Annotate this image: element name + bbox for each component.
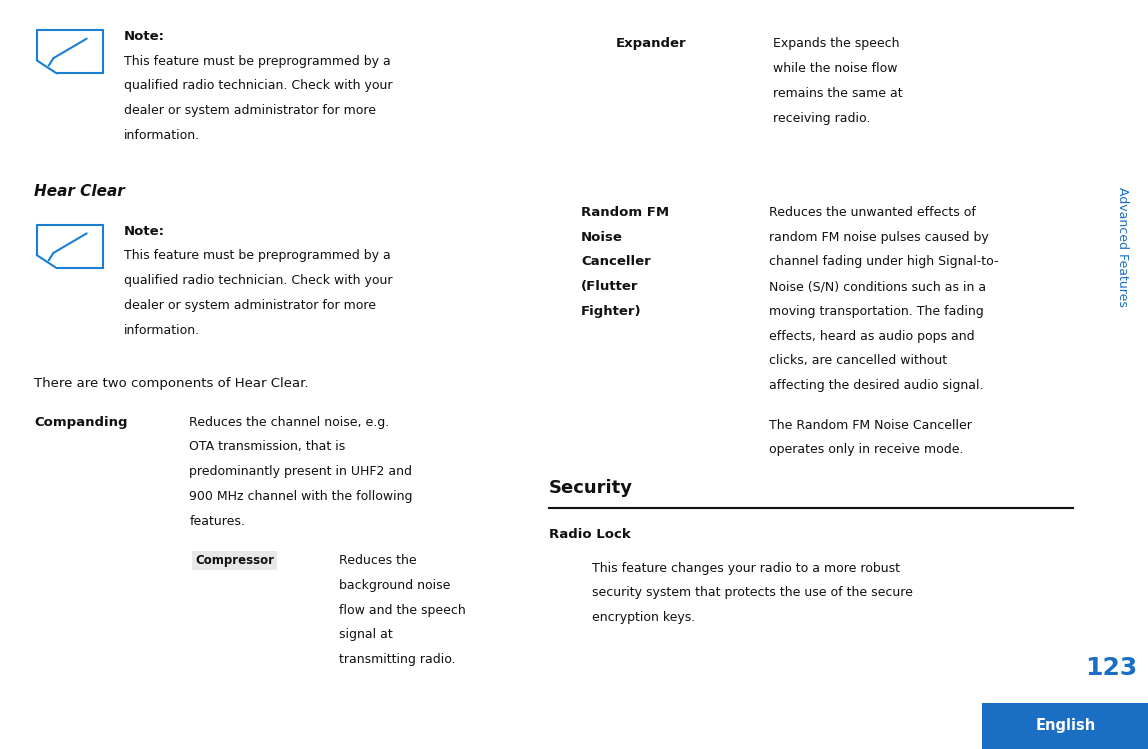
Text: random FM noise pulses caused by: random FM noise pulses caused by bbox=[769, 231, 988, 243]
Text: while the noise flow: while the noise flow bbox=[773, 62, 897, 75]
Text: flow and the speech: flow and the speech bbox=[339, 604, 465, 616]
Text: receiving radio.: receiving radio. bbox=[773, 112, 870, 124]
Text: The Random FM Noise Canceller: The Random FM Noise Canceller bbox=[769, 419, 972, 431]
Text: Expander: Expander bbox=[615, 37, 687, 50]
Text: Advanced Features: Advanced Features bbox=[1116, 187, 1130, 307]
Text: affecting the desired audio signal.: affecting the desired audio signal. bbox=[769, 379, 984, 392]
Text: predominantly present in UHF2 and: predominantly present in UHF2 and bbox=[189, 465, 412, 478]
Text: dealer or system administrator for more: dealer or system administrator for more bbox=[124, 104, 377, 117]
Text: Companding: Companding bbox=[34, 416, 127, 428]
Text: Radio Lock: Radio Lock bbox=[549, 528, 630, 541]
Text: security system that protects the use of the secure: security system that protects the use of… bbox=[592, 586, 914, 599]
Text: OTA transmission, that is: OTA transmission, that is bbox=[189, 440, 346, 453]
Text: Fighter): Fighter) bbox=[581, 305, 642, 318]
Text: This feature must be preprogrammed by a: This feature must be preprogrammed by a bbox=[124, 55, 390, 67]
Text: Reduces the channel noise, e.g.: Reduces the channel noise, e.g. bbox=[189, 416, 389, 428]
Bar bbox=[982, 703, 1148, 749]
Text: qualified radio technician. Check with your: qualified radio technician. Check with y… bbox=[124, 79, 393, 92]
Text: Note:: Note: bbox=[124, 30, 165, 43]
Text: 123: 123 bbox=[1085, 656, 1138, 680]
Text: Expands the speech: Expands the speech bbox=[773, 37, 899, 50]
Text: This feature must be preprogrammed by a: This feature must be preprogrammed by a bbox=[124, 249, 390, 262]
Text: clicks, are cancelled without: clicks, are cancelled without bbox=[769, 354, 947, 367]
Text: qualified radio technician. Check with your: qualified radio technician. Check with y… bbox=[124, 274, 393, 287]
Text: English: English bbox=[1035, 718, 1095, 733]
Text: (Flutter: (Flutter bbox=[581, 280, 638, 293]
Text: information.: information. bbox=[124, 129, 200, 142]
Text: encryption keys.: encryption keys. bbox=[592, 611, 696, 624]
Text: moving transportation. The fading: moving transportation. The fading bbox=[769, 305, 984, 318]
Text: Compressor: Compressor bbox=[195, 554, 274, 567]
Text: Noise (S/N) conditions such as in a: Noise (S/N) conditions such as in a bbox=[769, 280, 986, 293]
Text: There are two components of Hear Clear.: There are two components of Hear Clear. bbox=[34, 377, 309, 389]
Text: Canceller: Canceller bbox=[581, 255, 651, 268]
Text: background noise: background noise bbox=[339, 579, 450, 592]
Text: Security: Security bbox=[549, 479, 633, 497]
Text: information.: information. bbox=[124, 324, 200, 336]
Text: operates only in receive mode.: operates only in receive mode. bbox=[769, 443, 963, 456]
Text: dealer or system administrator for more: dealer or system administrator for more bbox=[124, 299, 377, 312]
Text: Random FM: Random FM bbox=[581, 206, 669, 219]
Text: channel fading under high Signal-to-: channel fading under high Signal-to- bbox=[769, 255, 999, 268]
Text: signal at: signal at bbox=[339, 628, 393, 641]
Text: remains the same at: remains the same at bbox=[773, 87, 902, 100]
Text: Noise: Noise bbox=[581, 231, 622, 243]
Text: Reduces the unwanted effects of: Reduces the unwanted effects of bbox=[769, 206, 976, 219]
Text: effects, heard as audio pops and: effects, heard as audio pops and bbox=[769, 330, 975, 342]
Text: features.: features. bbox=[189, 515, 246, 527]
Text: This feature changes your radio to a more robust: This feature changes your radio to a mor… bbox=[592, 562, 900, 574]
Text: Reduces the: Reduces the bbox=[339, 554, 417, 567]
Text: 900 MHz channel with the following: 900 MHz channel with the following bbox=[189, 490, 413, 503]
Text: Hear Clear: Hear Clear bbox=[34, 184, 125, 198]
Text: transmitting radio.: transmitting radio. bbox=[339, 653, 456, 666]
Text: Note:: Note: bbox=[124, 225, 165, 237]
